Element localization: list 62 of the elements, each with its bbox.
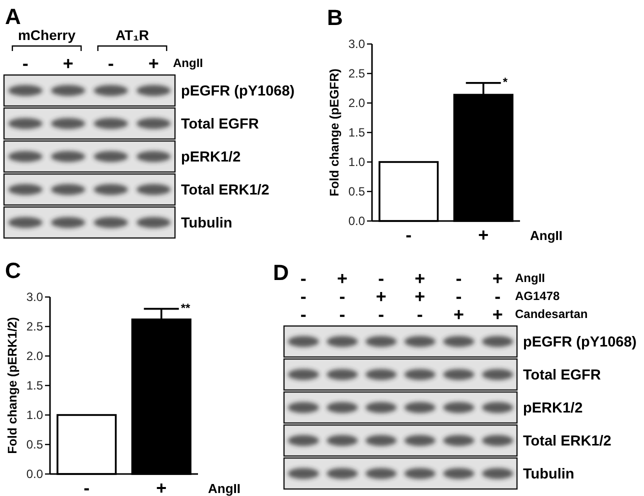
y-tick-label: 1.5 xyxy=(26,378,44,393)
category-label: Total EGFR xyxy=(523,368,601,384)
x-axis-title: AngII xyxy=(530,228,562,243)
chart-title: B xyxy=(327,5,343,30)
text: - xyxy=(416,304,423,324)
category-label: Total ERK1/2 xyxy=(181,182,270,199)
category-label: Tubulin xyxy=(181,216,232,232)
text: - xyxy=(494,286,501,306)
annotation: * xyxy=(502,74,508,89)
y-tick-label: 1.5 xyxy=(348,126,366,140)
text: + xyxy=(336,268,348,288)
x-axis-title: AngII xyxy=(208,481,240,496)
y-tick-label: 0.5 xyxy=(26,438,44,452)
y-axis-title: Fold change (pEGFR) xyxy=(327,68,342,196)
text: + xyxy=(376,286,386,306)
y-tick-label: 2.0 xyxy=(348,96,366,110)
text: - xyxy=(378,304,384,324)
y-tick-label: 2.5 xyxy=(348,66,366,81)
chart-title: C xyxy=(5,258,21,283)
text: + xyxy=(492,304,503,324)
text: - xyxy=(339,286,346,306)
y-axis-title: Fold change (pERK1/2) xyxy=(5,317,20,454)
text: + xyxy=(453,304,464,324)
text: - xyxy=(22,53,28,74)
text: + xyxy=(62,53,74,74)
y-tick-label: 0.5 xyxy=(348,184,366,199)
text: A xyxy=(5,4,21,29)
y-tick-label: 2.0 xyxy=(26,349,44,364)
category-label: Total EGFR xyxy=(181,116,259,133)
y-tick-label: 1.0 xyxy=(348,155,366,170)
y-tick-label: 3.0 xyxy=(348,37,366,52)
text: - xyxy=(300,268,306,288)
text: - xyxy=(456,286,462,306)
text: + xyxy=(414,286,426,306)
y-tick-label: 1.0 xyxy=(26,408,44,422)
text: - xyxy=(108,53,114,74)
text: D xyxy=(273,260,289,285)
y-tick-label: 0.0 xyxy=(348,214,366,228)
text: + xyxy=(414,268,426,288)
category-label: Total ERK1/2 xyxy=(523,434,612,450)
category-label: AT₁R xyxy=(115,27,150,43)
category-label: Tubulin xyxy=(523,466,574,483)
category-label: Candesartan xyxy=(515,307,588,322)
category-label: mCherry xyxy=(18,27,76,43)
category-label: pEGFR (pY1068) xyxy=(181,84,295,100)
category-label: pERK1/2 xyxy=(523,400,583,417)
y-tick-label: 3.0 xyxy=(26,290,44,304)
category-label: AG1478 xyxy=(515,289,560,304)
text: - xyxy=(456,268,462,288)
category-label: pERK1/2 xyxy=(181,150,241,166)
text: - xyxy=(378,268,384,288)
text: + xyxy=(492,268,503,288)
annotation: ** xyxy=(180,300,191,315)
text: + xyxy=(148,53,159,74)
category-label: pEGFR (pY1068) xyxy=(523,334,637,351)
text: - xyxy=(339,304,346,324)
y-tick-label: 0.0 xyxy=(26,467,44,482)
y-tick-label: 2.5 xyxy=(26,320,44,334)
text: - xyxy=(300,286,306,306)
text: - xyxy=(300,304,306,324)
category-label: AngII xyxy=(515,271,545,286)
category-label: AngII xyxy=(173,56,203,70)
